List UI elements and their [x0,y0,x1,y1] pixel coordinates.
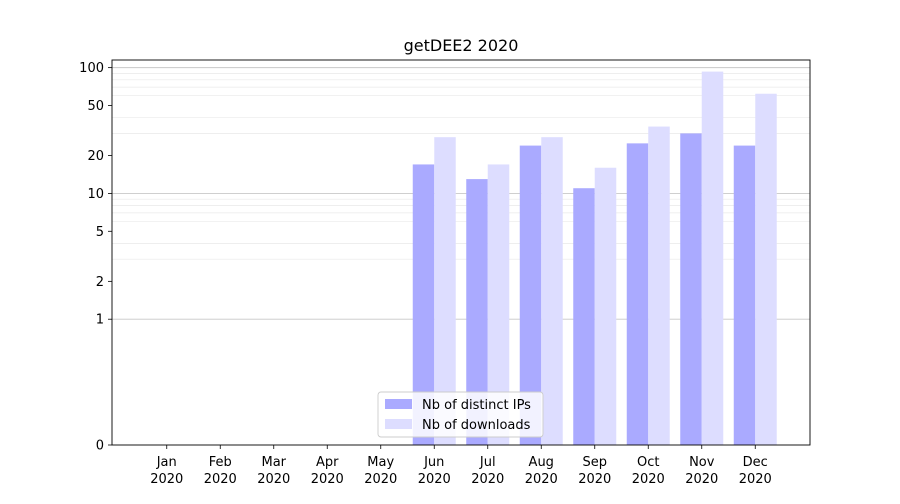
x-tick-label-year: 2020 [204,472,237,487]
bar-nb-of-distinct-ips-jun [412,164,435,445]
x-tick-label-year: 2020 [578,472,611,487]
y-tick-label: 0 [96,439,104,454]
y-tick-label: 2 [96,275,104,290]
bar-nb-of-distinct-ips-dec [733,145,756,445]
x-tick-label-year: 2020 [739,472,772,487]
x-tick-label-year: 2020 [150,472,183,487]
y-tick-label: 20 [87,149,104,164]
y-tick-label: 10 [87,187,104,202]
x-tick-label-year: 2020 [257,472,290,487]
legend-label: Nb of downloads [422,418,531,433]
x-tick-label-month: Jan [156,455,177,470]
x-tick-label-year: 2020 [311,472,344,487]
legend-label: Nb of distinct IPs [422,398,531,413]
x-tick-label-month: Oct [637,455,659,470]
legend-swatch [385,419,412,429]
y-tick-label: 5 [96,225,104,240]
x-tick-label-year: 2020 [471,472,504,487]
x-tick-label-year: 2020 [685,472,718,487]
x-tick-label-month: Apr [316,455,339,470]
y-tick-label: 50 [87,99,104,114]
x-tick-label-month: Aug [529,455,554,470]
chart-title: getDEE2 2020 [404,36,519,55]
legend-swatch [385,399,412,409]
y-tick-label: 1 [96,313,104,328]
bar-nb-of-distinct-ips-oct [626,143,649,445]
bars [412,71,777,446]
x-tick-label-month: Jul [479,455,496,470]
bar-nb-of-downloads-dec [755,93,777,445]
x-tick-label-month: Sep [582,455,607,470]
x-tick-label-month: May [367,455,394,470]
bar-nb-of-downloads-oct [648,126,670,445]
axes: Jan2020Feb2020Mar2020Apr2020May2020Jun20… [79,59,811,487]
bar-nb-of-downloads-jun [434,137,456,445]
bar-nb-of-downloads-aug [541,137,563,445]
legend-box [377,391,544,438]
x-tick-label-year: 2020 [632,472,665,487]
x-tick-label-month: Feb [209,455,232,470]
bar-nb-of-distinct-ips-aug [519,145,542,445]
bar-nb-of-downloads-sep [594,167,617,445]
bar-nb-of-distinct-ips-nov [680,133,702,445]
x-tick-label-year: 2020 [525,472,558,487]
bar-nb-of-distinct-ips-sep [573,188,595,445]
x-tick-label-month: Dec [743,455,768,470]
bar-nb-of-downloads-nov [701,71,724,446]
x-tick-label-month: Nov [689,455,715,470]
x-tick-label-month: Jun [423,455,444,470]
x-tick-label-year: 2020 [418,472,451,487]
bar-nb-of-distinct-ips-jul [466,179,488,445]
x-tick-label-year: 2020 [364,472,397,487]
bar-nb-of-downloads-jul [487,164,510,445]
legend: Nb of distinct IPs Nb of downloads [377,391,544,438]
plot-frame [111,59,811,446]
x-tick-label-month: Mar [261,455,286,470]
y-tick-label: 100 [79,61,104,76]
